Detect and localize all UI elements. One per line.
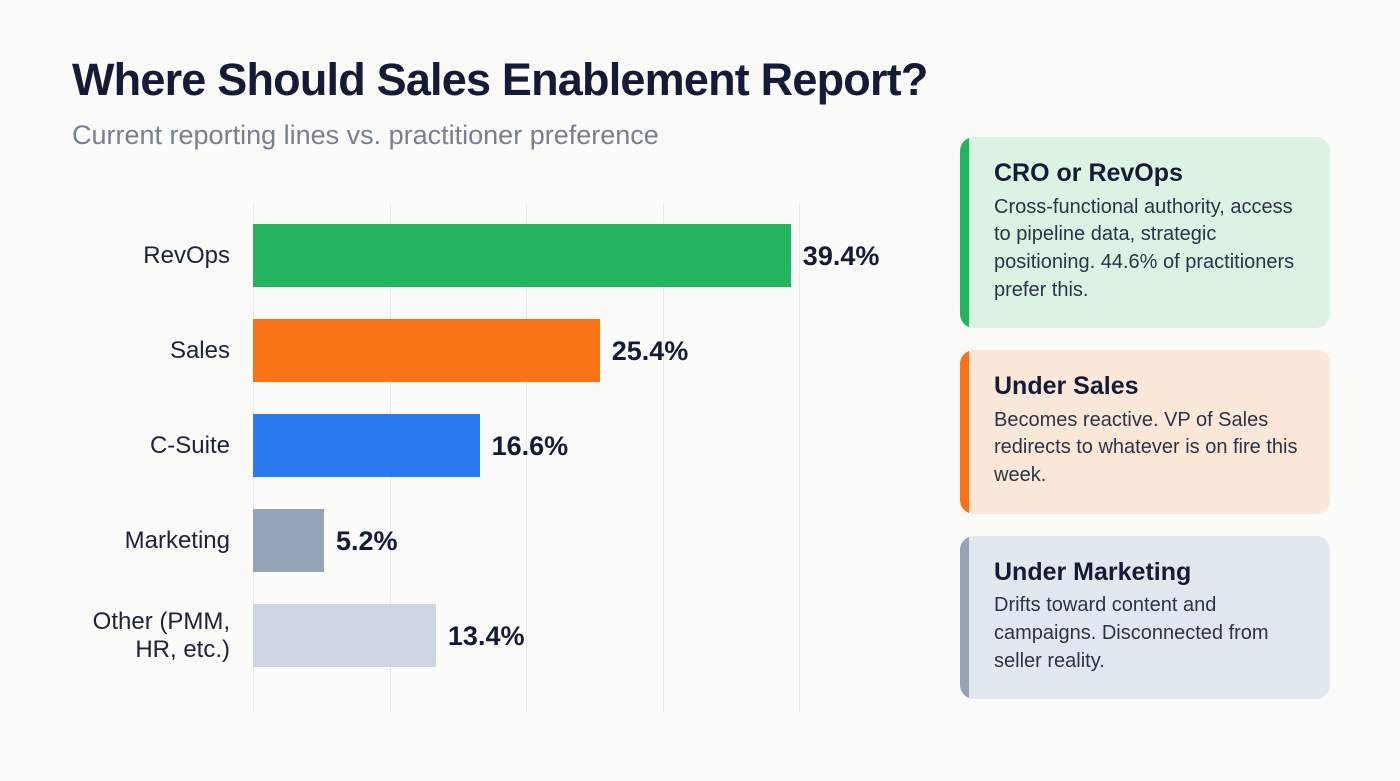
insight-card[interactable]: Under Sales Becomes reactive. VP of Sales… [960, 350, 1330, 514]
insight-card-list: CRO or RevOps Cross-functional authority,… [960, 137, 1330, 721]
bar-value-label: 16.6% [491, 430, 569, 461]
card-body-text: Becomes reactive. VP of Sales redirects … [994, 408, 1298, 487]
bar[interactable] [253, 604, 436, 667]
bar[interactable] [253, 319, 600, 382]
card-accent-bar [960, 535, 969, 700]
card-body-text: Cross-functional authority, access to pi… [994, 195, 1295, 301]
bar-value-label: 5.2% [335, 525, 398, 556]
insight-card[interactable]: Under Marketing Drifts toward content and… [960, 535, 1330, 700]
insight-card[interactable]: CRO or RevOps Cross-functional authority,… [960, 137, 1330, 329]
card-accent-bar [960, 137, 969, 329]
bar-chart: 39.4% RevOps 25.4% Sales 16.6% C-Suite 5.2% Mar… [0, 196, 930, 726]
card-body-text: Drifts toward content and campaigns. Dis… [994, 594, 1269, 672]
gridline [526, 204, 527, 712]
bar-row[interactable]: 25.4% Sales [170, 319, 799, 414]
bar-row[interactable]: 39.4% RevOps [143, 224, 879, 319]
bar[interactable] [253, 224, 791, 287]
gridline [799, 204, 800, 712]
y-axis-tick-label: C-Suite [149, 431, 230, 459]
bar-row[interactable]: 5.2% Marketing [125, 509, 799, 604]
card-title: CRO or RevOps [994, 159, 1183, 187]
bar[interactable] [253, 414, 480, 477]
card-title: Under Marketing [994, 557, 1192, 586]
bar-value-label: 39.4% [802, 240, 880, 271]
bar-row[interactable]: 16.6% C-Suite [150, 414, 799, 509]
y-axis-tick-label: Marketing [124, 526, 230, 554]
chart-header: Where Should Sales Enablement Report? Cu… [72, 54, 1092, 151]
bar-value-label: 25.4% [611, 335, 689, 366]
gridline [662, 204, 664, 712]
bar-row[interactable]: 13.4% Other (PMM, HR, etc.) [93, 604, 799, 699]
bar[interactable] [253, 509, 324, 572]
card-accent-bar [960, 350, 969, 514]
y-axis-tick-label: RevOps [143, 241, 230, 269]
page-title: Where Should Sales Enablement Report? [72, 54, 928, 105]
y-axis-tick-label: Sales [169, 336, 230, 364]
page-subtitle: Current reporting lines vs. practitioner… [72, 119, 659, 150]
y-axis-tick-label: Other (PMM, HR, etc.) [92, 607, 230, 663]
card-title: Under Sales [994, 372, 1139, 401]
plot-area: 39.4% RevOps 25.4% Sales 16.6% C-Suite 5.2% Mar… [93, 204, 879, 712]
bar-value-label: 13.4% [447, 620, 525, 651]
